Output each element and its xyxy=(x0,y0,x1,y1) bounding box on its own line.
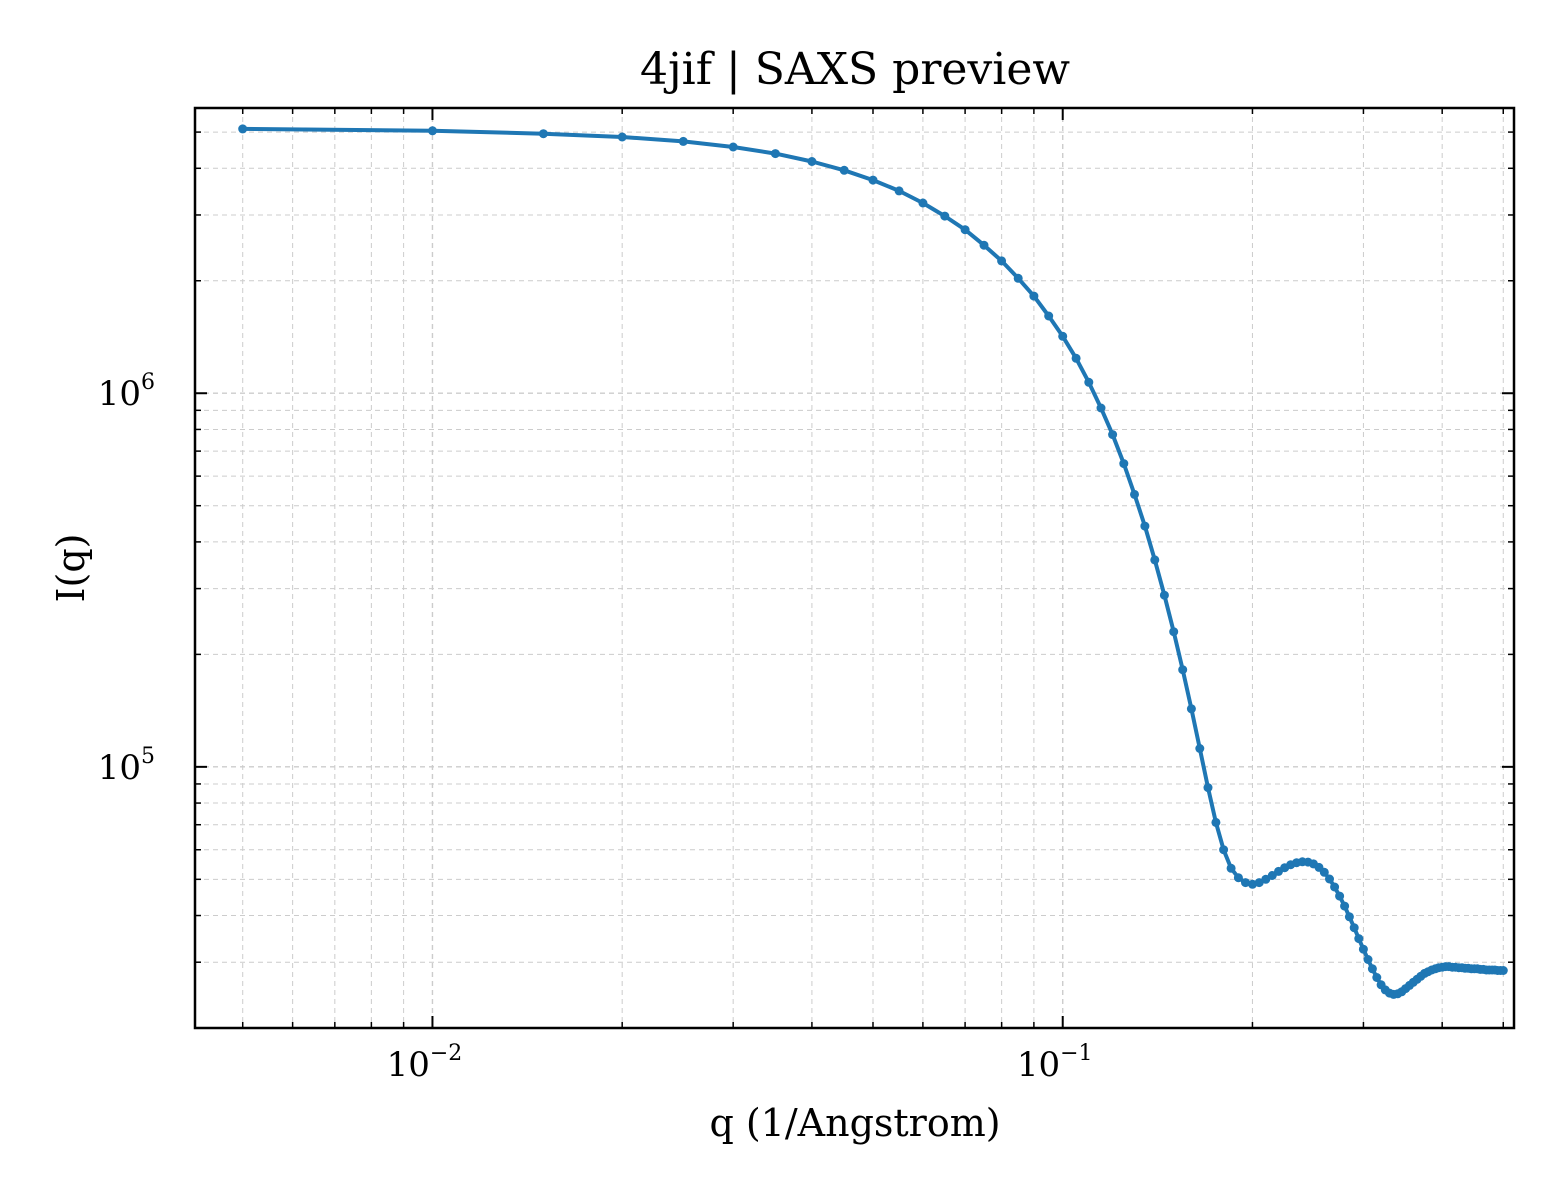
y-axis-label: I(q) xyxy=(49,534,93,603)
data-point xyxy=(1044,311,1054,321)
data-point xyxy=(1159,590,1169,600)
data-point xyxy=(1140,521,1150,531)
y-tick-label: 106 xyxy=(98,370,155,414)
data-point xyxy=(1071,353,1081,363)
x-axis-label: q (1/Angstrom) xyxy=(709,1101,1000,1145)
data-point xyxy=(1372,973,1382,982)
data-point xyxy=(1335,891,1345,901)
data-point xyxy=(1029,291,1039,301)
data-point xyxy=(1178,665,1188,675)
data-point xyxy=(1354,934,1364,944)
data-point xyxy=(1330,882,1340,892)
data-point xyxy=(1186,704,1196,714)
data-point xyxy=(1013,273,1023,283)
data-point xyxy=(238,124,248,134)
data-point xyxy=(1119,459,1129,469)
x-tick-label: 10−2 xyxy=(387,1041,463,1085)
plot-frame xyxy=(193,106,1516,1030)
data-point xyxy=(918,198,928,208)
data-point xyxy=(1108,430,1118,440)
data-point xyxy=(1203,783,1213,793)
data-point xyxy=(839,165,849,175)
data-point xyxy=(1363,955,1373,964)
data-point xyxy=(1340,901,1350,911)
data-point xyxy=(1058,331,1068,341)
data-point xyxy=(1084,377,1094,387)
data-point xyxy=(1319,867,1329,877)
data-point xyxy=(960,225,970,235)
chart-title: 4jif | SAXS preview xyxy=(640,44,1070,95)
data-point xyxy=(1325,874,1334,884)
data-point xyxy=(1367,964,1377,974)
y-tick-label: 105 xyxy=(98,744,155,788)
data-point xyxy=(1233,873,1243,883)
data-point xyxy=(1150,555,1160,565)
data-point xyxy=(1226,863,1236,873)
data-point xyxy=(979,240,989,250)
data-point xyxy=(770,149,780,159)
data-point xyxy=(997,256,1007,266)
data-point xyxy=(807,157,817,166)
data-point xyxy=(1195,744,1205,753)
data-point xyxy=(1096,403,1106,413)
data-point xyxy=(1358,944,1368,954)
data-point xyxy=(1169,627,1179,637)
data-point xyxy=(940,211,950,221)
data-point xyxy=(1241,878,1250,888)
ticks-layer xyxy=(195,108,1514,1029)
data-point xyxy=(1349,923,1359,933)
data-point xyxy=(617,132,627,142)
x-tick-label: 10−1 xyxy=(1017,1041,1093,1085)
data-point xyxy=(1498,966,1508,975)
data-point xyxy=(868,175,878,185)
data-point xyxy=(1219,845,1229,855)
data-point xyxy=(894,186,904,196)
data-point xyxy=(728,142,738,152)
data-point xyxy=(538,129,548,139)
data-point xyxy=(1130,489,1139,499)
data-point xyxy=(1261,874,1271,884)
data-point xyxy=(1344,912,1354,922)
data-point xyxy=(678,136,688,146)
data-point xyxy=(1211,817,1221,827)
data-point xyxy=(428,126,437,136)
series-layer xyxy=(238,124,1508,999)
major-grid xyxy=(195,108,1514,1028)
tick-labels: 10−2 10−1 105 106 xyxy=(98,370,1093,1085)
